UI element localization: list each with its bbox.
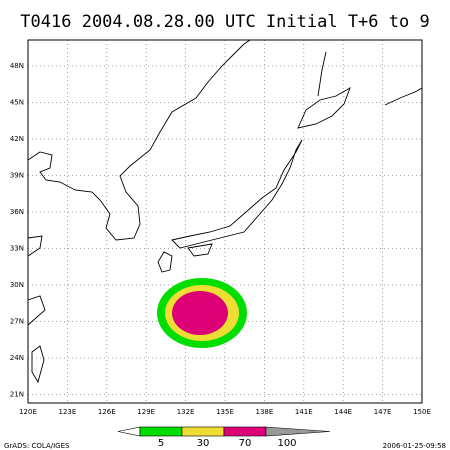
- kurils: [384, 87, 423, 106]
- colorbar: 5 30 70 100: [117, 426, 331, 449]
- lon-label: 126E: [98, 408, 116, 416]
- coast: [27, 235, 43, 257]
- colorbar-label: 30: [197, 438, 210, 449]
- colorbar-box: [181, 426, 225, 437]
- lat-label: 42N: [10, 135, 24, 143]
- lon-label: 135E: [216, 408, 234, 416]
- colorbar-label: 5: [158, 438, 164, 449]
- colorbar-label: 70: [239, 438, 252, 449]
- lat-label: 33N: [10, 245, 24, 253]
- colorbar-cap: [117, 426, 141, 437]
- lon-label: 132E: [177, 408, 195, 416]
- lon-label: 129E: [137, 408, 155, 416]
- coast: [27, 295, 46, 326]
- taiwan: [31, 345, 45, 384]
- colorbar-cap: [265, 426, 331, 437]
- sakhalin: [317, 51, 327, 97]
- coast: [27, 39, 251, 241]
- colorbar-box: [223, 426, 267, 437]
- graticule: [28, 40, 422, 403]
- plot-frame: [27, 39, 423, 404]
- kyushu: [157, 251, 173, 273]
- lat-label: 30N: [10, 281, 24, 289]
- lon-label: 123E: [59, 408, 77, 416]
- storm-probability: [157, 278, 247, 348]
- lat-label: 39N: [10, 172, 24, 180]
- lat-label: 27N: [10, 318, 24, 326]
- footer-right: 2006-01-25-09:58: [383, 442, 446, 450]
- honshu: [171, 139, 303, 249]
- lat-label: 24N: [10, 354, 24, 362]
- lat-label: 48N: [10, 62, 24, 70]
- contour-magenta: [172, 291, 228, 335]
- shikoku: [187, 243, 213, 257]
- colorbar-box: [139, 426, 183, 437]
- lat-label: 36N: [10, 208, 24, 216]
- title: T0416 2004.08.28.00 UTC Initial T+6 to 9: [20, 12, 429, 32]
- colorbar-label: 100: [277, 438, 296, 449]
- footer-left: GrADS: COLA/IGES: [4, 442, 70, 450]
- lon-label: 150E: [413, 408, 431, 416]
- lon-label: 144E: [334, 408, 352, 416]
- lon-label: 147E: [374, 408, 392, 416]
- lon-label: 141E: [295, 408, 313, 416]
- coastlines: [27, 39, 423, 384]
- lon-label: 120E: [19, 408, 37, 416]
- lat-label: 45N: [10, 99, 24, 107]
- lon-label: 138E: [256, 408, 274, 416]
- lat-label: 21N: [10, 391, 24, 399]
- hokkaido: [297, 86, 351, 129]
